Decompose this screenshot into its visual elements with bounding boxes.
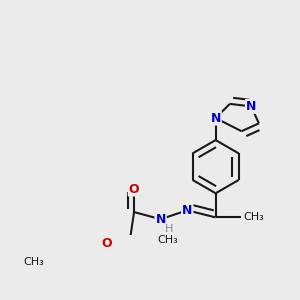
Text: CH₃: CH₃ [23, 257, 44, 268]
Text: N: N [210, 112, 221, 124]
Text: CH₃: CH₃ [243, 212, 264, 222]
Text: H: H [165, 224, 173, 234]
Text: N: N [182, 204, 192, 217]
Text: O: O [101, 237, 112, 250]
Text: CH₃: CH₃ [158, 235, 178, 245]
Text: O: O [129, 182, 139, 196]
Text: N: N [246, 100, 256, 113]
Text: N: N [155, 213, 166, 226]
